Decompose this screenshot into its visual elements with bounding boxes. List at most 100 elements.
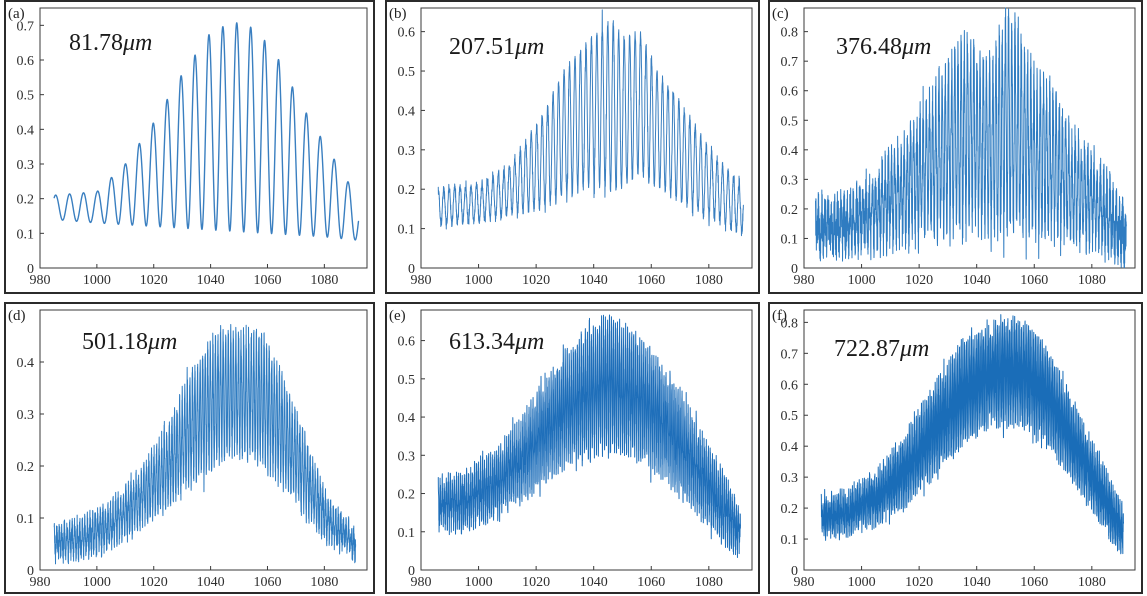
panel-label: (d) — [8, 308, 26, 324]
series-line — [437, 9, 744, 237]
x-tick-label: 1080 — [1078, 273, 1106, 288]
x-tick-label: 1040 — [580, 575, 608, 590]
thickness-value: 207.51 — [449, 34, 515, 60]
thickness-value: 722.87 — [834, 336, 900, 362]
thickness-annotation: 501.18μm — [82, 329, 177, 355]
x-tick-label: 1040 — [580, 273, 608, 288]
series-line — [437, 314, 741, 559]
chart-panel-a: 980 1000 1020 1040 1060 1080 0 0.1 0.2 0.3 0.4 0.5 0… — [4, 0, 375, 294]
y-tick-label: 0.2 — [398, 183, 416, 198]
y-tick-label: 0.1 — [398, 526, 416, 541]
series-line — [53, 323, 357, 565]
x-tick-label: 1000 — [848, 575, 876, 590]
y-tick-label: 0.4 — [17, 123, 35, 138]
y-tick-label: 0.6 — [781, 378, 799, 393]
y-tick-label: 0.8 — [781, 26, 799, 41]
thickness-unit: μm — [514, 329, 544, 355]
series-line — [53, 22, 360, 241]
x-tick-label: 1020 — [140, 575, 168, 590]
y-tick-label: 0.2 — [17, 193, 35, 208]
x-tick-label: 1060 — [253, 273, 281, 288]
x-tick-label: 980 — [794, 575, 815, 590]
panel-label: (b) — [389, 6, 407, 22]
y-tick-label: 0.7 — [781, 55, 799, 70]
x-tick-label: 1080 — [1078, 575, 1106, 590]
x-tick-label: 1020 — [905, 575, 933, 590]
x-tick-label: 1000 — [465, 575, 493, 590]
y-tick-label: 0.3 — [17, 408, 35, 423]
chart-panel-e: 980 1000 1020 1040 1060 1080 0 0.1 0.2 0.3 0.4 0.5 0… — [385, 302, 760, 594]
y-tick-label: 0.6 — [781, 85, 799, 100]
x-tick-label: 980 — [30, 575, 51, 590]
x-tick-label: 1080 — [310, 273, 338, 288]
chart-svg-f: 980 1000 1020 1040 1060 1080 0 0.1 0.2 0.3 0.4 0.5 0… — [772, 308, 1136, 590]
x-tick-label: 1000 — [83, 575, 111, 590]
x-tick-label: 1020 — [522, 575, 550, 590]
series-line — [815, 7, 1127, 269]
x-tick-label: 1020 — [140, 273, 168, 288]
y-tick-label: 0.3 — [17, 158, 35, 173]
y-tick-label: 0 — [27, 262, 34, 277]
x-tick-label: 1060 — [637, 273, 665, 288]
x-tick-label: 1080 — [695, 273, 723, 288]
x-tick-label: 980 — [30, 273, 51, 288]
thickness-annotation: 613.34μm — [449, 329, 544, 355]
x-tick-label: 1060 — [1020, 575, 1048, 590]
y-tick-label: 0.5 — [781, 114, 799, 129]
x-tick-label: 1040 — [963, 273, 991, 288]
chart-svg-b: 980 1000 1020 1040 1060 1080 0 0.1 0.2 0.3 0.4 0.5 0… — [389, 6, 753, 288]
panel-label: (a) — [8, 6, 25, 22]
chart-panel-f: 980 1000 1020 1040 1060 1080 0 0.1 0.2 0.3 0.4 0.5 0… — [768, 302, 1143, 594]
y-tick-label: 0.7 — [781, 347, 799, 362]
thickness-unit: μm — [147, 329, 177, 355]
thickness-unit: μm — [122, 30, 152, 56]
y-tick-label: 0.3 — [398, 449, 416, 464]
panel-label: (e) — [389, 308, 406, 324]
y-tick-label: 0.5 — [781, 409, 799, 424]
y-tick-label: 0.1 — [398, 223, 416, 238]
y-tick-label: 0.2 — [17, 460, 35, 475]
y-tick-label: 0 — [408, 262, 415, 277]
y-tick-label: 0.1 — [17, 512, 35, 527]
panel-label: (c) — [772, 6, 789, 22]
y-tick-label: 0.4 — [17, 356, 35, 371]
y-tick-label: 0.8 — [781, 316, 799, 331]
y-tick-label: 0.4 — [781, 440, 799, 455]
thickness-unit: μm — [901, 34, 931, 60]
chart-svg-d: 980 1000 1020 1040 1060 1080 0 0.1 0.2 0.3 0.4 (d) 5… — [8, 308, 368, 590]
x-tick-label: 1060 — [1020, 273, 1048, 288]
x-tick-label: 1040 — [197, 273, 225, 288]
x-tick-label: 1080 — [695, 575, 723, 590]
y-tick-label: 0.5 — [398, 373, 416, 388]
x-tick-label: 1040 — [963, 575, 991, 590]
thickness-annotation: 376.48μm — [836, 34, 931, 60]
y-tick-label: 0.2 — [398, 488, 416, 503]
y-tick-label: 0.4 — [398, 411, 416, 426]
y-tick-label: 0.6 — [398, 26, 416, 41]
y-tick-label: 0.5 — [398, 65, 416, 80]
x-tick-label: 1060 — [253, 575, 281, 590]
x-tick-label: 1020 — [522, 273, 550, 288]
thickness-annotation: 207.51μm — [449, 34, 544, 60]
chart-panel-d: 980 1000 1020 1040 1060 1080 0 0.1 0.2 0.3 0.4 (d) 5… — [4, 302, 375, 594]
y-tick-label: 0.6 — [398, 335, 416, 350]
thickness-value: 376.48 — [836, 34, 902, 60]
y-tick-label: 0.1 — [17, 227, 35, 242]
y-tick-label: 0.1 — [781, 232, 799, 247]
x-tick-label: 980 — [794, 273, 815, 288]
panel-label: (f) — [772, 308, 787, 324]
thickness-value: 81.78 — [69, 30, 123, 56]
thickness-unit: μm — [514, 34, 544, 60]
y-tick-label: 0.7 — [17, 19, 35, 34]
x-tick-label: 1060 — [637, 575, 665, 590]
x-tick-label: 1000 — [83, 273, 111, 288]
y-tick-label: 0.2 — [781, 502, 799, 517]
y-tick-label: 0.3 — [398, 144, 416, 159]
chart-svg-a: 980 1000 1020 1040 1060 1080 0 0.1 0.2 0.3 0.4 0.5 0… — [8, 6, 368, 288]
x-tick-label: 1000 — [465, 273, 493, 288]
x-tick-label: 1080 — [310, 575, 338, 590]
thickness-value: 613.34 — [449, 329, 515, 355]
chart-panel-b: 980 1000 1020 1040 1060 1080 0 0.1 0.2 0.3 0.4 0.5 0… — [385, 0, 760, 294]
y-tick-label: 0 — [408, 564, 415, 579]
y-tick-label: 0.3 — [781, 471, 799, 486]
